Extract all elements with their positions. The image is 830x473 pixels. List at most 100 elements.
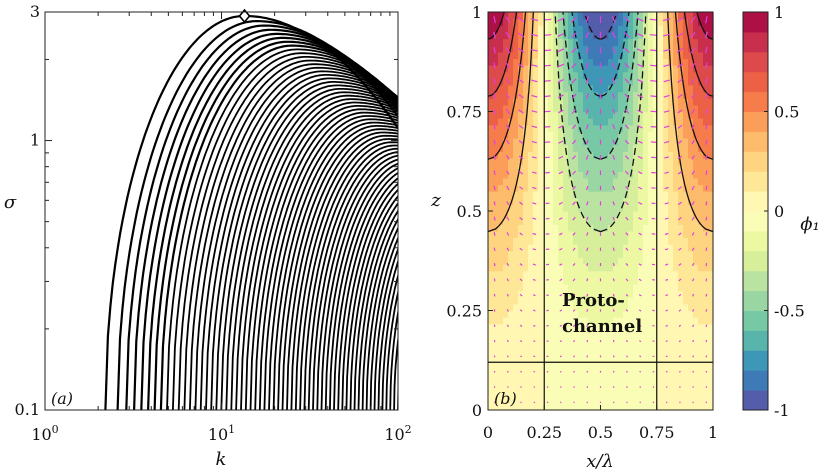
heatmap-cell xyxy=(628,230,634,239)
heatmap-cell xyxy=(498,217,504,225)
heatmap-cell xyxy=(488,230,494,239)
dispersion-curve xyxy=(205,74,398,410)
heatmap-cell xyxy=(648,224,654,232)
vector-arrow xyxy=(612,170,616,176)
vector-arrow xyxy=(677,78,683,84)
dispersion-curve xyxy=(345,188,398,410)
heatmap-cell xyxy=(538,58,544,66)
heatmap-cell xyxy=(648,65,654,73)
heatmap-cell xyxy=(538,277,544,285)
heatmap-cell xyxy=(528,118,534,126)
heatmap-cell xyxy=(658,204,664,212)
heatmap-cell xyxy=(628,65,634,73)
heatmap-cell xyxy=(628,58,634,66)
heatmap-cell xyxy=(618,84,624,93)
heatmap-cell xyxy=(668,78,674,86)
heatmap-cell xyxy=(498,350,504,358)
vector-arrow xyxy=(626,386,628,388)
heatmap-cell xyxy=(493,31,499,40)
heatmap-cell xyxy=(498,45,504,53)
heatmap-cell xyxy=(653,65,659,73)
heatmap-cell xyxy=(648,303,654,312)
heatmap-cell xyxy=(658,84,664,93)
heatmap-cell xyxy=(643,310,649,318)
heatmap-cell xyxy=(488,51,494,60)
heatmap-cell xyxy=(493,303,499,312)
heatmap-cell xyxy=(648,184,654,192)
heatmap-cell xyxy=(578,65,584,73)
heatmap-cell xyxy=(683,58,689,66)
heatmap-cell xyxy=(493,323,499,331)
heatmap-cell xyxy=(493,211,499,219)
heatmap-cell xyxy=(638,131,644,139)
heatmap-cell xyxy=(548,376,554,385)
heatmap-cell xyxy=(508,237,514,245)
heatmap-cell xyxy=(558,164,564,172)
vector-arrow xyxy=(691,155,695,160)
heatmap-cell xyxy=(628,104,634,113)
heatmap-cell xyxy=(583,91,589,99)
dispersion-curve xyxy=(166,48,398,410)
vector-arrow xyxy=(612,124,616,130)
heatmap-cell xyxy=(658,98,664,106)
heatmap-cell xyxy=(528,38,534,46)
heatmap-cell xyxy=(668,403,674,411)
heatmap-cell xyxy=(498,356,504,365)
vector-arrow xyxy=(572,232,576,236)
heatmap-cell xyxy=(643,84,649,93)
heatmap-cell xyxy=(593,370,599,378)
heatmap-cell xyxy=(598,157,604,166)
vector-arrow xyxy=(677,201,682,206)
heatmap-cell xyxy=(638,337,644,345)
colorbar-swatch xyxy=(743,31,768,53)
heatmap-cell xyxy=(508,25,514,33)
heatmap-cell xyxy=(503,343,509,351)
heatmap-cell xyxy=(598,250,604,259)
heatmap-cell xyxy=(688,51,694,60)
heatmap-cell xyxy=(573,330,579,338)
heatmap-cell xyxy=(678,376,684,385)
heatmap-cell xyxy=(583,376,589,385)
vector-arrow xyxy=(690,16,696,23)
colorbar-swatch xyxy=(743,330,768,351)
heatmap-cell xyxy=(673,197,679,205)
heatmap-cell xyxy=(693,383,699,391)
heatmap-cell xyxy=(598,211,604,219)
heatmap-cell xyxy=(608,290,614,298)
heatmap-cell xyxy=(508,337,514,345)
heatmap-cell xyxy=(548,58,554,66)
heatmap-cell xyxy=(513,25,519,33)
heatmap-cell xyxy=(708,237,714,245)
heatmap-cell xyxy=(708,383,714,391)
heatmap-cell xyxy=(598,217,604,225)
heatmap-cell xyxy=(698,151,704,159)
heatmap-cell xyxy=(568,18,574,26)
heatmap-cell xyxy=(593,323,599,331)
heatmap-cell xyxy=(618,363,624,371)
vector-arrow xyxy=(557,48,565,53)
vector-arrow xyxy=(665,309,669,312)
vector-arrow xyxy=(636,32,644,37)
heatmap-cell xyxy=(698,270,704,278)
vector-arrow xyxy=(625,216,629,221)
heatmap-cell xyxy=(593,376,599,385)
heatmap-cell xyxy=(518,257,524,265)
heatmap-cell xyxy=(523,25,529,33)
heatmap-cell xyxy=(688,264,694,272)
colorbar: -1-0.500.51 ϕ₁ xyxy=(742,3,820,420)
heatmap-cell xyxy=(648,383,654,391)
heatmap-cell xyxy=(633,230,639,239)
vector-arrow xyxy=(676,63,683,68)
vector-arrow xyxy=(638,217,643,221)
vector-arrow xyxy=(559,278,563,282)
heatmap-cell xyxy=(603,383,609,391)
heatmap-cell xyxy=(698,124,704,132)
heatmap-cell xyxy=(603,51,609,60)
heatmap-cell xyxy=(588,303,594,312)
heatmap-cell xyxy=(573,250,579,259)
heatmap-cell xyxy=(643,383,649,391)
heatmap-cell xyxy=(613,363,619,371)
heatmap-cell xyxy=(528,191,534,199)
heatmap-cell xyxy=(508,58,514,66)
heatmap-cell xyxy=(643,131,649,139)
